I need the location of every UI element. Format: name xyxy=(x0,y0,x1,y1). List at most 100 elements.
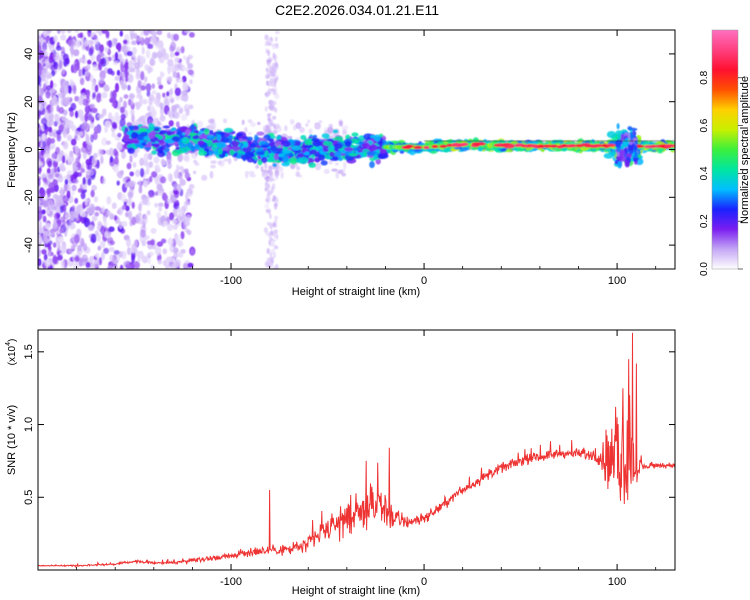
spectrogram-cell xyxy=(140,70,145,81)
colorbar-label: Normalized spectral amplitude xyxy=(739,76,750,224)
spectrogram-cell xyxy=(38,101,42,110)
spectrogram-cell xyxy=(62,53,69,62)
spectrogram-cell xyxy=(156,30,163,36)
spectrogram-cell xyxy=(273,266,278,269)
spectrogram-cell xyxy=(64,118,71,129)
spectrogram-cell xyxy=(100,252,105,261)
spectrogram-cell xyxy=(42,215,47,223)
spectrogram-cell xyxy=(264,150,269,158)
spectrogram-cell xyxy=(137,256,141,263)
spectrogram-cell xyxy=(119,80,124,86)
spectrogram-cell xyxy=(90,233,97,244)
spectrogram-cell xyxy=(119,30,124,37)
spectrogram-cell xyxy=(209,129,214,135)
spectrogram-cell xyxy=(41,209,46,215)
spectrogram-cell xyxy=(47,249,51,258)
spectrogram-cell xyxy=(250,143,256,148)
spectrogram-cell xyxy=(312,134,318,139)
spectrogram-cell xyxy=(148,66,154,73)
spectrogram-cell xyxy=(92,131,98,141)
spectrogram-cell xyxy=(80,92,86,99)
spectrogram-cell xyxy=(155,246,162,256)
spectrogram-cell xyxy=(187,262,194,268)
spectrogram-cell xyxy=(156,76,162,83)
spectrogram-cell xyxy=(59,228,64,234)
spectrogram-cell xyxy=(149,58,156,67)
spectrogram-cell xyxy=(47,160,53,168)
spectrogram-cell xyxy=(169,212,175,221)
spectrogram-cell xyxy=(126,247,132,256)
spectrogram-cell xyxy=(45,90,51,99)
spectrogram-cell xyxy=(166,256,173,262)
spectrogram-cell xyxy=(84,198,88,206)
spectrogram-cell xyxy=(96,159,100,169)
spectrogram-cell xyxy=(272,163,277,168)
spectrogram-cell xyxy=(423,145,430,150)
spectrogram-cell xyxy=(48,119,54,126)
spectrogram-cell xyxy=(273,252,276,259)
spectrogram-cell xyxy=(74,130,80,137)
spectrogram-cell xyxy=(157,189,163,196)
spectrogram-cell xyxy=(362,148,371,153)
spectrogram-cell xyxy=(174,51,180,57)
spectrogram-cell xyxy=(112,60,119,66)
spectrogram-cell xyxy=(57,174,64,183)
spectrogram-cell xyxy=(77,109,84,118)
spectrogram-cell xyxy=(93,216,98,221)
spectrogram-cell xyxy=(171,136,181,142)
spectrogram-cell xyxy=(171,257,176,263)
spectrogram-cell xyxy=(86,207,92,214)
spectrogram-cell xyxy=(223,158,229,162)
spectrogram-cell xyxy=(50,70,56,77)
spectrogram-cell xyxy=(206,134,215,140)
spectrogram-cell xyxy=(167,237,174,246)
spectrogram-cell xyxy=(123,137,131,143)
spectrogram-cell xyxy=(178,78,184,84)
spectrogram-cell xyxy=(147,105,151,112)
spectrogram-cell xyxy=(87,224,95,231)
spectrogram-cell xyxy=(162,125,171,129)
spectrogram-cell xyxy=(162,248,168,255)
spectrogram-cell xyxy=(145,112,150,118)
spectrogram-cell xyxy=(158,146,163,154)
spectrogram-cell xyxy=(82,68,86,76)
spectrogram-cell xyxy=(180,90,186,96)
spectrogram-cell xyxy=(78,131,84,137)
spectrogram-cell xyxy=(140,131,148,137)
spectrogram-cell xyxy=(69,109,74,118)
spectrogram-cell xyxy=(164,147,170,153)
spectrogram-cell xyxy=(41,59,46,65)
spectrogram-cell xyxy=(297,152,304,158)
spectrogram-x-axis-label: Height of straight line (km) xyxy=(292,286,420,298)
spectrogram-cell xyxy=(135,213,140,220)
spectrogram-cell xyxy=(147,43,154,49)
spectrogram-cell xyxy=(218,159,225,167)
spectrogram-cell xyxy=(119,106,125,114)
spectrogram-cell xyxy=(99,70,106,80)
spectrogram-cell xyxy=(96,93,101,103)
spectrogram-cell xyxy=(127,197,132,207)
spectrogram-cell xyxy=(188,132,197,137)
spectrogram-cell xyxy=(166,76,172,85)
spectrogram-cell xyxy=(108,226,115,233)
spectrogram-cell xyxy=(127,181,132,188)
spectrogram-cell xyxy=(264,106,268,112)
spectrogram-cell xyxy=(168,96,175,104)
spectrogram-cell xyxy=(151,150,158,155)
spectrogram-cell xyxy=(270,38,274,43)
spectrogram-cell xyxy=(181,146,190,153)
spectrogram-cell xyxy=(263,162,268,169)
spectrogram-cell xyxy=(260,144,269,148)
spectrogram-cell xyxy=(262,125,269,133)
spectrogram-cell xyxy=(141,46,145,55)
spectrogram-cell xyxy=(61,90,66,99)
spectrogram-cell xyxy=(229,149,235,156)
colorbar-gradient xyxy=(712,30,738,269)
spectrogram-cell xyxy=(38,41,42,50)
spectrogram-cell xyxy=(620,144,625,151)
spectrogram-cell xyxy=(104,47,109,53)
spectrogram-cell xyxy=(99,58,105,65)
snr-background xyxy=(38,330,675,570)
spectrogram-cell xyxy=(63,126,70,135)
spectrogram-cell xyxy=(273,81,277,87)
